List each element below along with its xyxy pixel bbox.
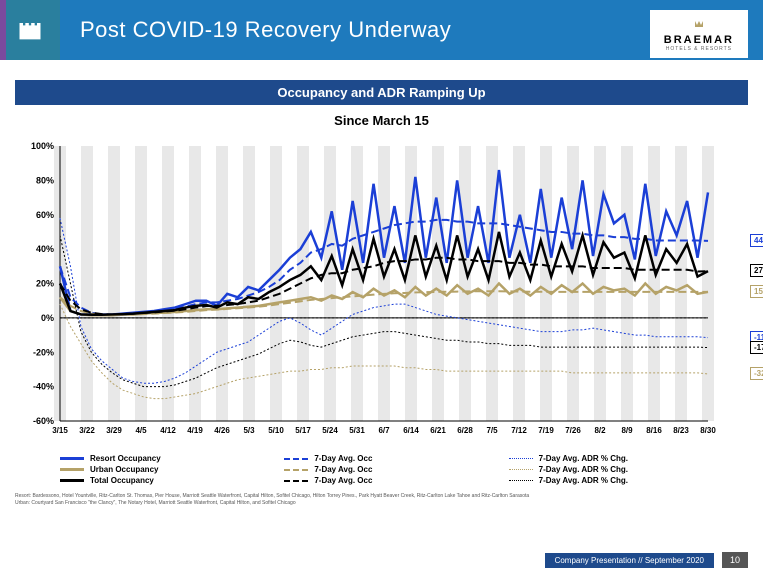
svg-text:6/21: 6/21 xyxy=(430,426,446,435)
svg-text:4/19: 4/19 xyxy=(187,426,203,435)
end-label: -17.3% xyxy=(750,341,763,354)
svg-text:8/9: 8/9 xyxy=(621,426,633,435)
svg-text:5/17: 5/17 xyxy=(295,426,311,435)
footer-text: Company Presentation // September 2020 xyxy=(545,553,714,568)
legend-item: 7-Day Avg. Occ xyxy=(284,465,478,474)
svg-text:60%: 60% xyxy=(36,210,54,220)
legend-item: 7-Day Avg. Occ xyxy=(284,476,478,485)
logo-sub: HOTELS & RESORTS xyxy=(664,46,734,52)
svg-text:4/26: 4/26 xyxy=(214,426,230,435)
svg-text:100%: 100% xyxy=(31,141,54,151)
chart-container: -60% -40% -20% 0% 20% 40% 60% 80% 100% 3/15 3/22 3/… xyxy=(15,136,748,446)
brand-logo: BRAEMAR HOTELS & RESORTS xyxy=(650,10,748,58)
svg-text:3/15: 3/15 xyxy=(52,426,68,435)
svg-text:8/23: 8/23 xyxy=(673,426,689,435)
svg-text:8/2: 8/2 xyxy=(594,426,606,435)
svg-text:3/22: 3/22 xyxy=(79,426,95,435)
legend-item: 7-Day Avg. ADR % Chg. xyxy=(509,465,703,474)
header: Post COVID-19 Recovery Underway BRAEMAR … xyxy=(0,0,763,60)
svg-text:7/5: 7/5 xyxy=(486,426,498,435)
line-chart: -60% -40% -20% 0% 20% 40% 60% 80% 100% 3/15 3/22 3/… xyxy=(15,136,748,446)
castle-icon xyxy=(16,16,44,44)
legend-item: 7-Day Avg. ADR % Chg. xyxy=(509,476,703,485)
section-band: Occupancy and ADR Ramping Up xyxy=(15,80,748,105)
svg-text:-60%: -60% xyxy=(33,416,54,426)
svg-text:4/12: 4/12 xyxy=(160,426,176,435)
svg-text:7/19: 7/19 xyxy=(538,426,554,435)
svg-text:3/29: 3/29 xyxy=(106,426,122,435)
svg-text:7/26: 7/26 xyxy=(565,426,581,435)
legend-item: Resort Occupancy xyxy=(60,454,254,463)
page-number: 10 xyxy=(722,552,748,568)
legend-item: 7-Day Avg. ADR % Chg. xyxy=(509,454,703,463)
svg-text:5/24: 5/24 xyxy=(322,426,338,435)
svg-text:8/30: 8/30 xyxy=(700,426,716,435)
svg-text:80%: 80% xyxy=(36,175,54,185)
legend-item: Total Occupancy xyxy=(60,476,254,485)
footnote: Resort: Bardessono, Hotel Yountville, Ri… xyxy=(15,493,748,506)
svg-text:6/7: 6/7 xyxy=(378,426,390,435)
end-label: -32.6% xyxy=(750,367,763,380)
svg-text:6/14: 6/14 xyxy=(403,426,419,435)
legend: Resort Occupancy 7-Day Avg. Occ 7-Day Avg.… xyxy=(60,454,703,485)
svg-text:40%: 40% xyxy=(36,244,54,254)
footer: Company Presentation // September 2020 1… xyxy=(545,552,748,568)
svg-text:4/5: 4/5 xyxy=(135,426,147,435)
brand-icon-box xyxy=(0,0,60,60)
legend-item: Urban Occupancy xyxy=(60,465,254,474)
svg-text:5/31: 5/31 xyxy=(349,426,365,435)
svg-text:-40%: -40% xyxy=(33,382,54,392)
chart-subtitle: Since March 15 xyxy=(0,113,763,128)
svg-text:-20%: -20% xyxy=(33,347,54,357)
end-label: 44.8% xyxy=(750,234,763,247)
legend-item: 7-Day Avg. Occ xyxy=(284,454,478,463)
svg-text:5/10: 5/10 xyxy=(268,426,284,435)
svg-text:5/3: 5/3 xyxy=(243,426,255,435)
svg-text:6/28: 6/28 xyxy=(457,426,473,435)
page-title: Post COVID-19 Recovery Underway xyxy=(80,17,451,43)
end-label: 15.1% xyxy=(750,285,763,298)
logo-name: BRAEMAR xyxy=(664,34,734,46)
svg-text:8/16: 8/16 xyxy=(646,426,662,435)
end-label: 27.2% xyxy=(750,264,763,277)
crown-icon xyxy=(669,21,729,29)
svg-text:7/12: 7/12 xyxy=(511,426,527,435)
svg-text:0%: 0% xyxy=(41,313,54,323)
svg-text:20%: 20% xyxy=(36,279,54,289)
